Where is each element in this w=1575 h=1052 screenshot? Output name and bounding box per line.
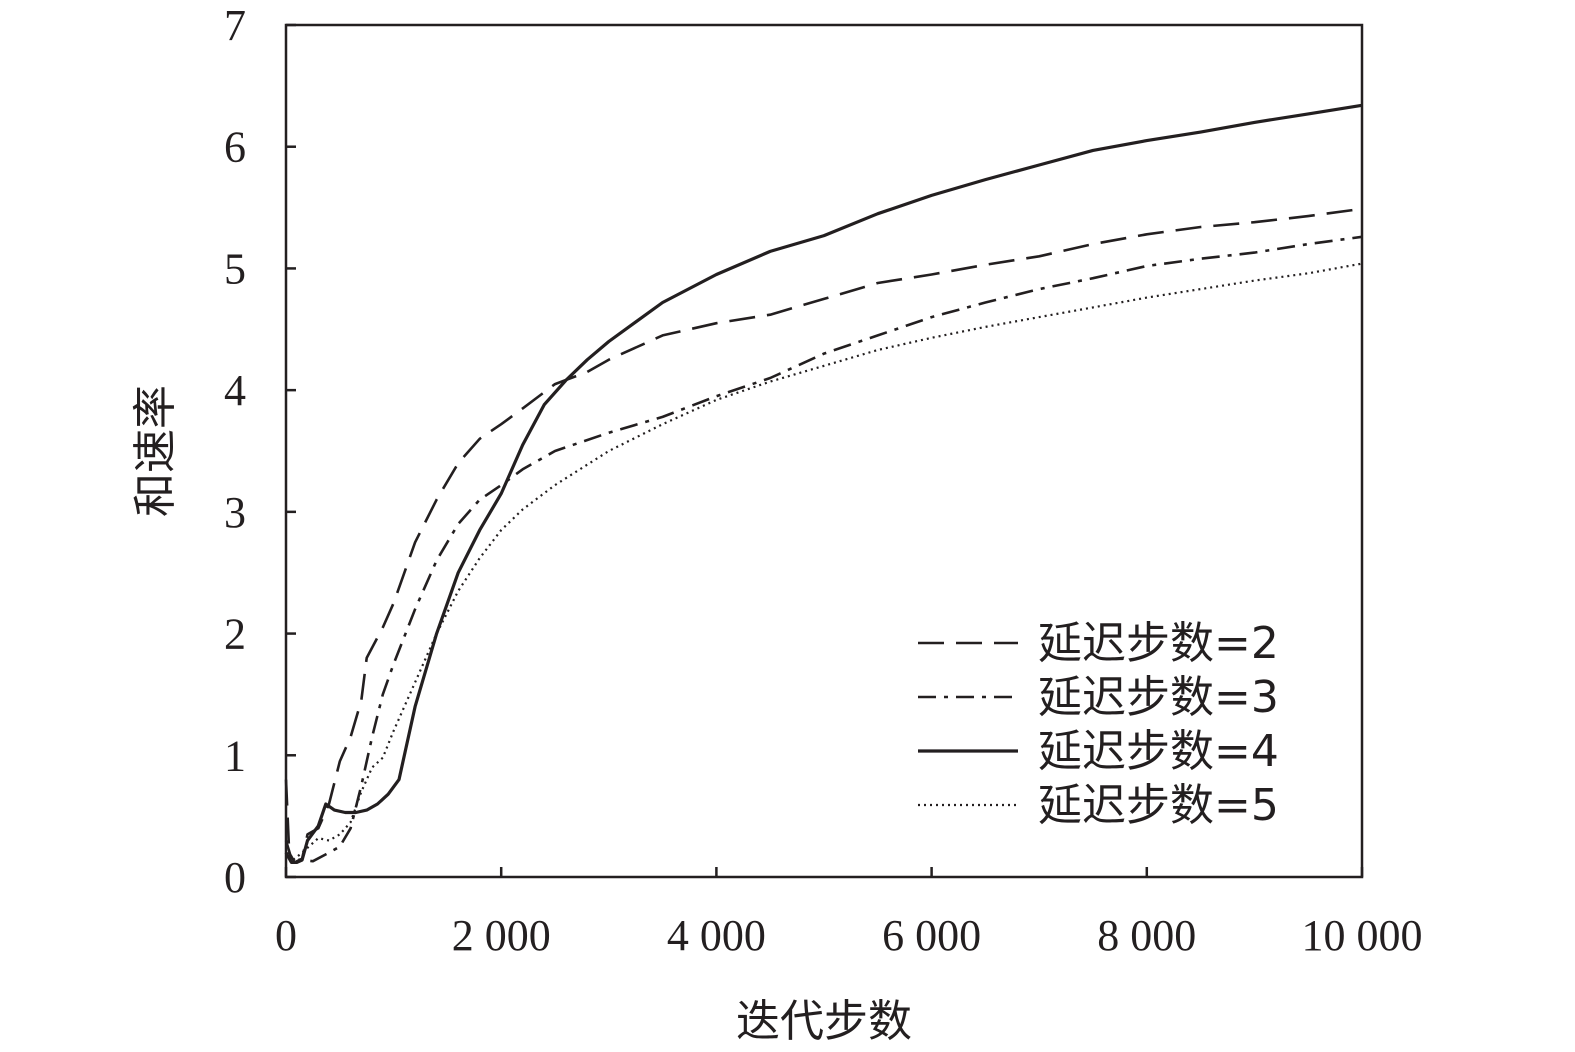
y-axis-title: 和速率 (130, 385, 181, 517)
x-tick-label: 8 000 (1097, 911, 1196, 960)
y-tick-label: 0 (224, 853, 246, 902)
y-tick-label: 2 (224, 610, 246, 659)
y-tick-label: 5 (224, 244, 246, 293)
x-tick-label: 6 000 (882, 911, 981, 960)
series-line-4 (284, 262, 1363, 863)
series-line-1 (284, 207, 1363, 864)
y-tick-label: 1 (224, 731, 246, 780)
series-line-3 (284, 103, 1363, 864)
y-tick-label: 6 (224, 123, 246, 172)
x-tick-label: 4 000 (667, 911, 766, 960)
series-layer (284, 103, 1363, 864)
legend-label-1: 延迟步数=2 (1038, 618, 1279, 669)
x-tick-label: 10 000 (1302, 911, 1423, 960)
x-axis-title: 迭代步数 (736, 996, 912, 1047)
legend-label-4: 延迟步数=5 (1038, 780, 1279, 831)
x-tick-label: 2 000 (452, 911, 551, 960)
series-line-2 (284, 235, 1363, 863)
y-tick-label: 7 (224, 1, 246, 50)
plot-frame (284, 23, 1364, 879)
ticks-layer: 0 2 000 4 000 6 000 8 000 10 000 0 1 2 3 4 5 6 7 (224, 1, 1423, 960)
y-tick-label: 3 (224, 488, 246, 537)
legend-label-2: 延迟步数=3 (1038, 672, 1279, 723)
legend-label-3: 延迟步数=4 (1038, 726, 1279, 777)
x-tick-label: 0 (275, 911, 297, 960)
y-tick-label: 4 (224, 366, 246, 415)
